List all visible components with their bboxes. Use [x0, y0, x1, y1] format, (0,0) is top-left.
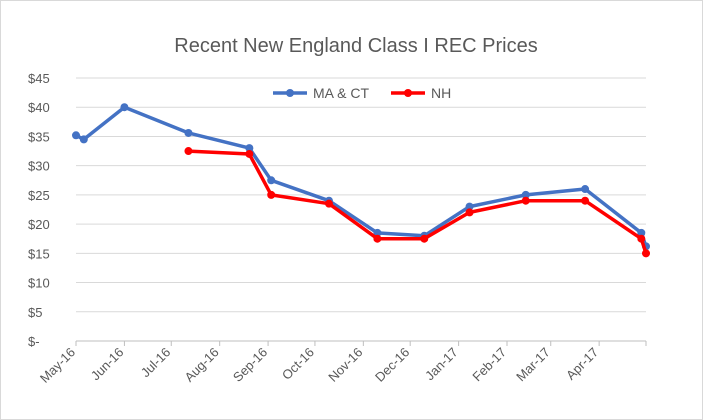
y-tick-label: $5 [28, 305, 42, 320]
y-tick-label: $45 [28, 71, 50, 86]
y-tick-label: $20 [28, 217, 50, 232]
gridlines [76, 77, 646, 342]
x-tick-label: Jun-16 [88, 345, 127, 384]
data-point [465, 208, 474, 217]
data-point [581, 196, 590, 205]
chart-title: Recent New England Class I REC Prices [174, 35, 537, 57]
data-point [637, 228, 646, 237]
legend-label: NH [431, 85, 451, 101]
data-point [521, 196, 530, 205]
data-point [184, 147, 193, 156]
series-line [74, 105, 648, 249]
x-axis-ticks: May-16 Jun-16 Jul-16 Aug-16 Sep-16 Oct-16 Nov-… [37, 341, 647, 386]
data-point [465, 202, 474, 211]
x-tick-label: May-16 [37, 345, 78, 386]
y-tick-label: $15 [28, 246, 50, 261]
x-tick-label: Jul-16 [138, 345, 174, 381]
x-tick-label: Apr-17 [563, 345, 601, 383]
series-layer [72, 103, 650, 258]
data-point [72, 131, 80, 140]
y-tick-label: $25 [28, 188, 50, 203]
data-point [245, 144, 254, 153]
y-tick-label: $- [28, 334, 40, 349]
data-point [642, 249, 650, 258]
legend-label: MA & CT [313, 85, 369, 101]
data-point [184, 128, 193, 137]
data-point [420, 234, 429, 243]
x-tick-label: Jan-17 [422, 345, 461, 384]
x-tick-label: Nov-16 [325, 345, 365, 385]
data-point [373, 228, 382, 237]
y-tick-label: $30 [28, 159, 50, 174]
x-tick-label: Mar-17 [513, 345, 553, 385]
data-point [521, 190, 530, 199]
x-tick-label: Sep-16 [230, 345, 270, 385]
data-point [324, 199, 333, 208]
data-point [79, 135, 88, 144]
data-point [267, 190, 276, 199]
data-point [245, 149, 254, 158]
y-axis-ticks: $- $5 $10 $15 $20 $25 $30 $35 $40 $45 [28, 71, 50, 349]
y-tick-label: $40 [28, 100, 50, 115]
data-point [373, 234, 382, 243]
legend-marker [286, 89, 294, 97]
y-tick-label: $35 [28, 129, 50, 144]
legend-marker [404, 89, 412, 97]
y-tick-label: $10 [28, 276, 50, 291]
series-line [186, 149, 648, 256]
legend: MA & CT NH [273, 85, 451, 101]
data-point [581, 185, 590, 194]
x-tick-label: Dec-16 [372, 345, 412, 385]
data-point [120, 103, 129, 112]
x-tick-label: Feb-17 [469, 345, 509, 385]
x-tick-label: Aug-16 [182, 345, 222, 385]
x-tick-label: Oct-16 [279, 345, 317, 383]
data-point [267, 176, 276, 185]
data-point [637, 234, 646, 243]
